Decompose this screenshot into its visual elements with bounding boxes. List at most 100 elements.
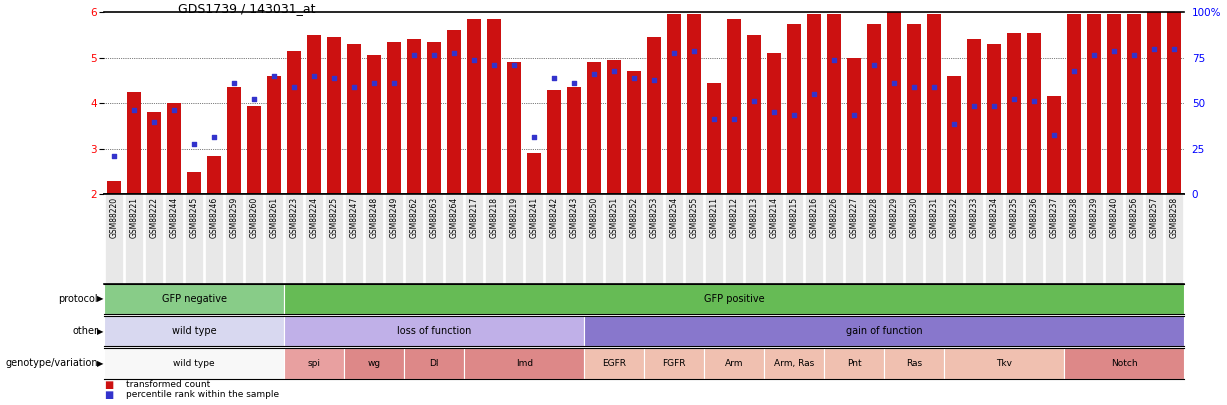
Text: gain of function: gain of function xyxy=(845,326,923,336)
Bar xyxy=(644,348,704,379)
Text: GSM88249: GSM88249 xyxy=(390,197,399,238)
Bar xyxy=(626,194,643,284)
Text: GSM88258: GSM88258 xyxy=(1169,197,1179,238)
Text: ▶: ▶ xyxy=(97,359,103,368)
Point xyxy=(444,50,464,56)
Text: GSM88218: GSM88218 xyxy=(490,197,498,238)
Point xyxy=(285,84,304,91)
Bar xyxy=(285,316,584,346)
Bar xyxy=(807,15,821,194)
Text: GSM88213: GSM88213 xyxy=(750,197,758,238)
Bar xyxy=(906,194,923,284)
Bar xyxy=(566,194,583,284)
Text: GSM88257: GSM88257 xyxy=(1150,197,1158,238)
Bar xyxy=(725,194,744,284)
Bar xyxy=(507,62,521,194)
Text: GDS1739 / 143031_at: GDS1739 / 143031_at xyxy=(178,2,315,15)
Bar xyxy=(366,194,383,284)
Bar xyxy=(685,194,703,284)
Point xyxy=(345,84,364,91)
Bar xyxy=(987,44,1001,194)
Point xyxy=(265,73,285,79)
Point xyxy=(244,96,264,102)
Bar xyxy=(767,53,782,194)
Text: FGFR: FGFR xyxy=(663,359,686,368)
Point xyxy=(164,107,184,113)
Text: GSM88263: GSM88263 xyxy=(429,197,439,238)
Bar xyxy=(584,348,644,379)
Bar xyxy=(407,40,421,194)
Bar xyxy=(147,113,161,194)
Text: loss of function: loss of function xyxy=(398,326,471,336)
Point xyxy=(664,50,683,56)
Point xyxy=(984,102,1004,109)
Bar xyxy=(104,348,285,379)
Text: GFP negative: GFP negative xyxy=(162,294,227,304)
Bar xyxy=(345,194,363,284)
Text: GSM88230: GSM88230 xyxy=(909,197,919,238)
Text: wild type: wild type xyxy=(172,326,217,336)
Text: Arm: Arm xyxy=(725,359,744,368)
Bar xyxy=(545,194,563,284)
Text: GSM88248: GSM88248 xyxy=(369,197,379,238)
Text: GSM88233: GSM88233 xyxy=(969,197,979,238)
Bar xyxy=(367,55,382,194)
Bar xyxy=(307,35,321,194)
Bar xyxy=(1087,15,1101,194)
Bar xyxy=(166,194,183,284)
Point xyxy=(1124,52,1144,59)
Bar xyxy=(106,194,123,284)
Bar xyxy=(925,194,944,284)
Text: GSM88211: GSM88211 xyxy=(709,197,719,238)
Bar xyxy=(825,348,885,379)
Bar xyxy=(125,194,144,284)
Text: GSM88222: GSM88222 xyxy=(150,197,158,238)
Bar xyxy=(464,348,584,379)
Text: protocol: protocol xyxy=(59,294,98,304)
Bar xyxy=(487,19,501,194)
Text: GSM88215: GSM88215 xyxy=(790,197,799,238)
Bar xyxy=(265,194,283,284)
Point xyxy=(304,73,324,79)
Text: GSM88231: GSM88231 xyxy=(930,197,939,238)
Text: GSM88223: GSM88223 xyxy=(290,197,298,238)
Point xyxy=(1085,52,1104,59)
Bar xyxy=(766,194,783,284)
Text: other: other xyxy=(72,326,98,336)
Bar xyxy=(687,15,701,194)
Bar xyxy=(605,194,623,284)
Text: percentile rank within the sample: percentile rank within the sample xyxy=(126,390,280,399)
Bar xyxy=(388,42,401,194)
Bar xyxy=(1166,194,1183,284)
Bar xyxy=(885,194,903,284)
Bar xyxy=(485,194,503,284)
Bar xyxy=(944,348,1064,379)
Text: Arm, Ras: Arm, Ras xyxy=(774,359,815,368)
Text: GSM88225: GSM88225 xyxy=(330,197,339,238)
Bar xyxy=(345,348,404,379)
Bar xyxy=(704,348,764,379)
Bar xyxy=(104,284,285,314)
Text: wild type: wild type xyxy=(173,359,215,368)
Bar xyxy=(547,90,561,194)
Bar xyxy=(248,106,261,194)
Bar xyxy=(306,194,323,284)
Point xyxy=(825,57,844,63)
Point xyxy=(1104,48,1124,54)
Bar xyxy=(966,194,983,284)
Bar xyxy=(887,12,901,194)
Point xyxy=(745,98,764,104)
Bar xyxy=(847,58,861,194)
Bar xyxy=(785,194,804,284)
Text: genotype/variation: genotype/variation xyxy=(6,358,98,369)
Text: Tkv: Tkv xyxy=(996,359,1012,368)
Bar xyxy=(865,194,883,284)
Bar xyxy=(465,194,483,284)
Bar xyxy=(627,71,642,194)
Point xyxy=(685,48,704,54)
Bar xyxy=(588,62,601,194)
Bar xyxy=(845,194,863,284)
Text: spi: spi xyxy=(308,359,320,368)
Text: GSM88254: GSM88254 xyxy=(670,197,679,238)
Bar xyxy=(427,42,442,194)
